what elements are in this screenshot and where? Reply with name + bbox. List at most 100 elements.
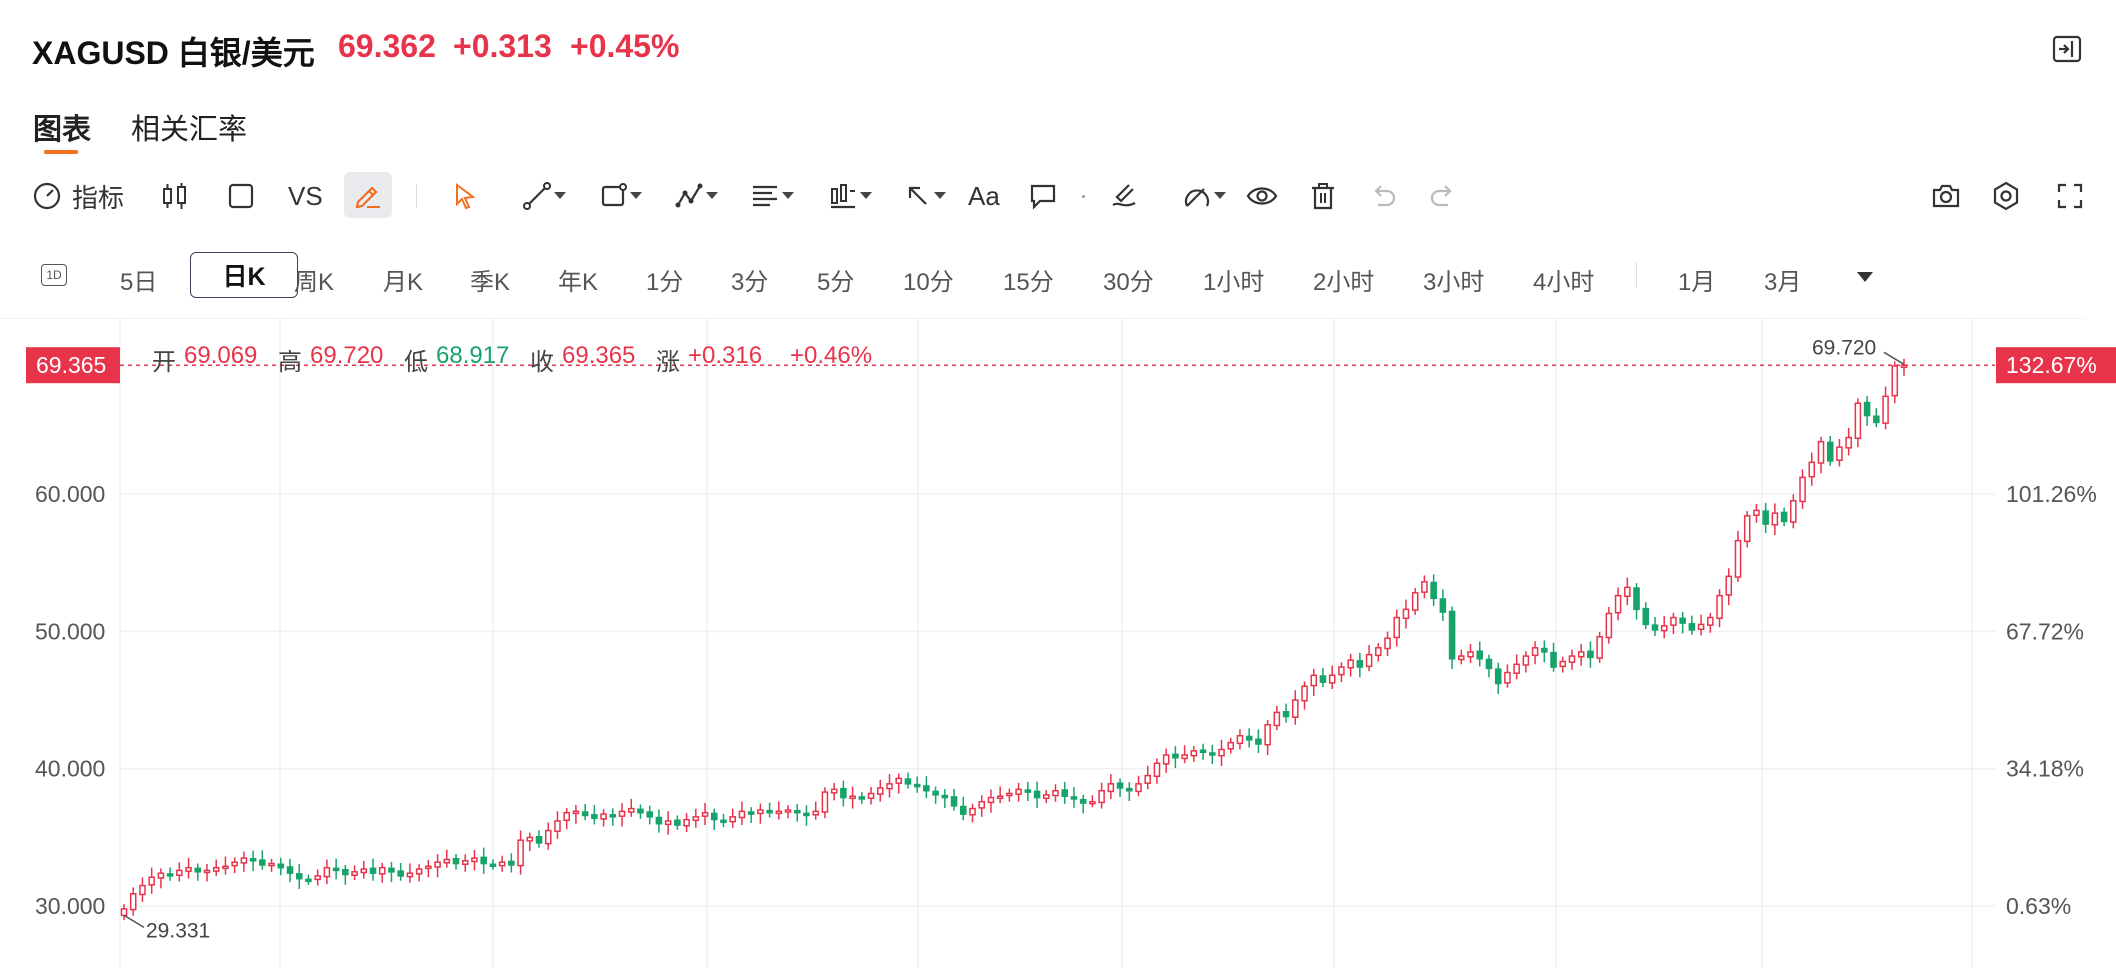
symbol-title: XAGUSD 白银/美元 <box>32 35 315 71</box>
candle-body <box>120 908 128 917</box>
layout-button[interactable] <box>226 178 256 214</box>
min-annotation-line <box>123 914 145 928</box>
candle-body <box>1328 674 1336 684</box>
period-monthly-k[interactable]: 月K <box>383 269 424 296</box>
period-5min[interactable]: 5分 <box>817 269 855 296</box>
candle-body <box>1531 647 1539 657</box>
high-value: 69.720 <box>310 342 384 369</box>
exit-fullscreen-button[interactable] <box>2052 34 2082 64</box>
screenshot-button[interactable] <box>1930 178 1962 214</box>
period-30min[interactable]: 30分 <box>1103 269 1154 296</box>
max-price-label: 69.720 <box>1812 336 1876 359</box>
y-axis-left-tick: 50.000 <box>35 618 105 644</box>
candle-body <box>461 860 469 865</box>
candle-body <box>1873 415 1880 424</box>
low-value: 68.917 <box>436 342 510 369</box>
candle-body <box>876 787 884 795</box>
period-weekly-k[interactable]: 周K <box>294 269 335 296</box>
candle-body <box>1236 735 1244 745</box>
brush-tool[interactable] <box>1108 178 1140 214</box>
tab-related-rates[interactable]: 相关汇率 <box>131 114 248 146</box>
period-5d[interactable]: 5日 <box>120 269 158 296</box>
square-icon <box>228 183 254 209</box>
arrow-tool[interactable] <box>892 178 946 214</box>
candle-body <box>1264 724 1271 746</box>
candle-body <box>1614 594 1622 614</box>
compare-button[interactable]: VS <box>288 180 323 211</box>
fullscreen-button[interactable] <box>2054 178 2086 214</box>
indicator-button[interactable]: 指标 <box>32 178 124 214</box>
period-3month[interactable]: 3月 <box>1764 269 1802 296</box>
period-15min[interactable]: 15分 <box>1003 269 1054 296</box>
candle-body <box>1762 510 1769 525</box>
candle-body <box>1365 653 1373 668</box>
period-3h[interactable]: 3小时 <box>1423 269 1485 296</box>
candle-body <box>1319 675 1327 683</box>
draw-toggle-button[interactable] <box>344 172 392 218</box>
magnet-tool[interactable] <box>1170 178 1226 214</box>
period-2h[interactable]: 2小时 <box>1313 269 1375 296</box>
candle-body <box>415 868 423 875</box>
candle-body <box>1734 539 1742 578</box>
chevron-down-icon[interactable] <box>1857 272 1873 282</box>
cursor-tool[interactable] <box>452 178 480 214</box>
shape-tool[interactable] <box>586 178 642 214</box>
candle-body <box>471 857 478 863</box>
settings-button[interactable] <box>1990 178 2022 214</box>
period-yearly-k[interactable]: 年K <box>558 269 599 296</box>
period-1min[interactable]: 1分 <box>646 269 684 296</box>
tab-chart[interactable]: 图表 <box>33 114 92 146</box>
candle-body <box>1854 402 1862 439</box>
pattern-tool[interactable] <box>662 178 718 214</box>
candle-body <box>378 866 386 875</box>
period-3min[interactable]: 3分 <box>731 269 769 296</box>
candle-body <box>314 875 321 881</box>
trash-icon <box>1312 183 1334 210</box>
low-label: 低 <box>404 349 428 376</box>
delete-drawings-button[interactable] <box>1308 178 1338 214</box>
fib-tool[interactable] <box>738 178 794 214</box>
position-tool[interactable] <box>816 178 872 214</box>
redo-button[interactable] <box>1428 178 1458 214</box>
candle-body <box>508 860 515 866</box>
candle-body <box>498 861 506 867</box>
current-percent-tag-right <box>1996 347 2116 384</box>
candle-body <box>1070 796 1078 800</box>
pencil-icon <box>355 186 380 209</box>
shape-icon <box>601 183 627 207</box>
candle-body <box>1504 671 1511 684</box>
candle-body <box>489 863 497 867</box>
pattern-icon <box>675 183 703 208</box>
period-1month[interactable]: 1月 <box>1678 269 1716 296</box>
candle-body <box>1310 674 1318 687</box>
candle-body <box>867 792 875 800</box>
line-tool[interactable] <box>510 178 566 214</box>
period-10min[interactable]: 10分 <box>903 269 954 296</box>
candle-body <box>766 809 773 814</box>
candle-body <box>1707 616 1714 626</box>
max-annotation-line <box>1883 351 1905 365</box>
current-price-tag-left <box>26 347 120 384</box>
undo-button[interactable] <box>1368 178 1398 214</box>
day-calendar-icon[interactable]: 1D <box>41 264 67 286</box>
period-quarterly-k[interactable]: 季K <box>470 269 511 296</box>
period-1h[interactable]: 1小时 <box>1203 269 1265 296</box>
period-4h[interactable]: 4小时 <box>1533 269 1595 296</box>
candle-body <box>1033 790 1041 799</box>
note-tool[interactable] <box>1026 178 1060 214</box>
price-chart[interactable]: 30.000 0.63% 40.000 34.18% 50.000 67.72% 60.00… <box>0 318 2116 968</box>
period-divider <box>1636 262 1637 288</box>
magnet-icon <box>1184 188 1210 207</box>
visibility-toggle[interactable] <box>1246 178 1278 214</box>
candle-body <box>1891 365 1899 397</box>
brush-icon <box>1112 184 1136 207</box>
candle-body <box>1587 650 1594 659</box>
candle-body <box>1439 598 1447 613</box>
candle-body <box>646 811 653 818</box>
candle-type-button[interactable] <box>160 178 190 214</box>
candle-body <box>627 807 635 813</box>
candle-body <box>544 829 552 845</box>
candle-body <box>1338 666 1345 676</box>
text-tool[interactable]: Aa <box>968 180 1000 211</box>
period-daily-k[interactable]: 日K <box>190 252 298 298</box>
